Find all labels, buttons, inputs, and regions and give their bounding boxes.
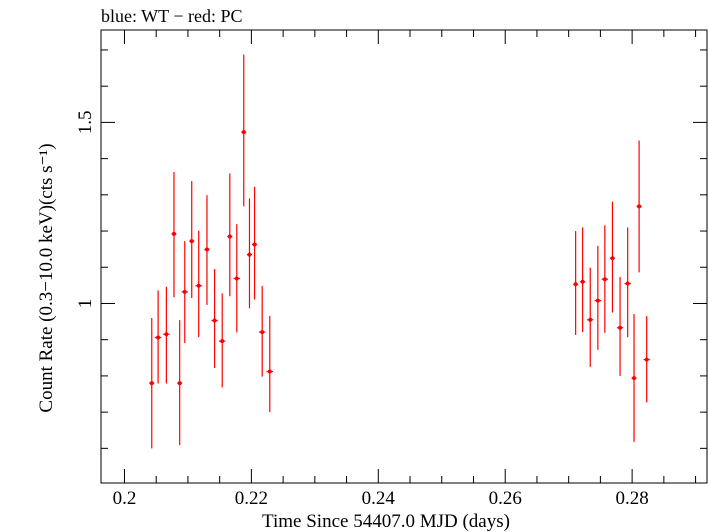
data-point bbox=[211, 269, 218, 368]
x-tick-label: 0.24 bbox=[362, 488, 396, 509]
data-point bbox=[241, 54, 247, 207]
data-point bbox=[609, 201, 615, 313]
point-marker bbox=[212, 318, 217, 323]
point-marker bbox=[595, 298, 600, 303]
point-marker bbox=[573, 282, 578, 287]
point-marker bbox=[189, 239, 194, 244]
y-axis-ticks: 11.5 bbox=[75, 49, 707, 449]
data-point bbox=[219, 293, 226, 388]
data-point bbox=[227, 173, 233, 297]
x-tick-label: 0.26 bbox=[489, 488, 522, 509]
y-axis-label: Count Rate (0.3−10.0 keV)(cts s⁻¹) bbox=[36, 143, 57, 412]
point-marker bbox=[267, 369, 272, 374]
x-axis-label: Time Since 54407.0 MJD (days) bbox=[262, 511, 510, 532]
point-marker bbox=[252, 242, 257, 247]
point-marker bbox=[204, 247, 209, 252]
point-marker bbox=[149, 381, 154, 386]
point-marker bbox=[610, 256, 615, 261]
chart-title: blue: WT − red: PC bbox=[101, 6, 242, 26]
data-points bbox=[149, 54, 650, 449]
point-marker bbox=[247, 252, 252, 257]
data-point bbox=[601, 225, 609, 333]
point-marker bbox=[220, 339, 225, 344]
data-point bbox=[573, 231, 579, 335]
data-point bbox=[616, 277, 624, 376]
data-point bbox=[587, 267, 594, 367]
point-marker bbox=[182, 289, 187, 294]
data-point bbox=[624, 227, 631, 338]
x-tick-label: 0.28 bbox=[615, 488, 648, 509]
data-point bbox=[177, 320, 183, 446]
point-marker bbox=[234, 276, 239, 281]
point-marker bbox=[632, 376, 637, 381]
point-marker bbox=[625, 281, 630, 286]
data-point bbox=[643, 316, 650, 403]
data-point bbox=[259, 286, 266, 377]
data-point bbox=[163, 286, 170, 384]
data-point bbox=[195, 230, 202, 338]
point-marker bbox=[171, 231, 176, 236]
data-point bbox=[171, 172, 177, 298]
point-marker bbox=[637, 204, 642, 209]
point-marker bbox=[156, 335, 161, 340]
point-marker bbox=[196, 283, 201, 288]
data-point bbox=[189, 181, 195, 299]
data-point bbox=[631, 313, 637, 442]
data-point bbox=[246, 198, 253, 309]
plot-frame bbox=[100, 29, 708, 484]
x-axis-ticks: 0.2 0.22 0.24 0.26 0.28 bbox=[113, 30, 697, 509]
x-tick-label: 0.2 bbox=[113, 488, 137, 509]
data-point bbox=[154, 290, 162, 384]
point-marker bbox=[164, 332, 169, 337]
point-marker bbox=[618, 325, 623, 330]
data-point bbox=[580, 227, 586, 333]
data-point bbox=[149, 317, 155, 449]
data-point bbox=[204, 195, 210, 305]
point-marker bbox=[644, 357, 649, 362]
data-point bbox=[266, 315, 273, 413]
data-point bbox=[636, 140, 642, 273]
point-marker bbox=[177, 381, 182, 386]
data-point bbox=[252, 186, 258, 300]
data-point bbox=[594, 245, 602, 350]
point-marker bbox=[580, 279, 585, 284]
data-point bbox=[233, 224, 240, 333]
point-marker bbox=[241, 130, 246, 135]
point-marker bbox=[588, 317, 593, 322]
point-marker bbox=[227, 234, 232, 239]
data-point bbox=[181, 241, 188, 343]
y-tick-label: 1.5 bbox=[75, 111, 96, 135]
y-tick-label: 1 bbox=[75, 299, 96, 309]
point-marker bbox=[260, 330, 265, 335]
point-marker bbox=[602, 277, 607, 282]
x-tick-label: 0.22 bbox=[235, 488, 268, 509]
